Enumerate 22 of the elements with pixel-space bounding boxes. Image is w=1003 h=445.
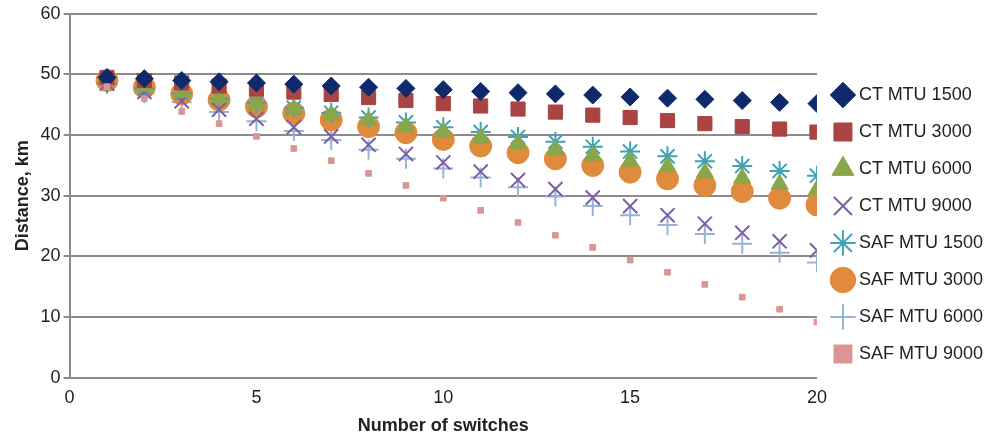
legend-label: CT MTU 3000 xyxy=(858,120,972,141)
x-tick-label: 15 xyxy=(620,386,641,407)
x-axis-title: Number of switches xyxy=(357,415,529,436)
y-tick-label: 40 xyxy=(40,124,61,145)
x-tick-label: 10 xyxy=(433,386,454,407)
x-tick-label: 0 xyxy=(64,386,75,407)
y-axis-title: Distance, km xyxy=(11,140,32,252)
y-tick-label: 0 xyxy=(50,366,61,387)
x-tick-label: 20 xyxy=(806,386,827,407)
legend-label: SAF MTU 6000 xyxy=(858,305,984,326)
y-tick-label: 30 xyxy=(40,184,61,205)
y-tick-label: 60 xyxy=(40,2,61,23)
legend-label: SAF MTU 3000 xyxy=(858,268,984,289)
legend-label: CT MTU 6000 xyxy=(858,157,972,178)
legend-label: CT MTU 9000 xyxy=(858,194,972,215)
y-tick-label: 20 xyxy=(40,245,61,266)
y-tick-label: 50 xyxy=(40,63,61,84)
legend-label: CT MTU 1500 xyxy=(858,83,972,104)
legend-label: SAF MTU 1500 xyxy=(858,231,984,252)
legend-label: SAF MTU 9000 xyxy=(858,342,984,363)
y-tick-label: 10 xyxy=(40,306,61,327)
x-tick-label: 5 xyxy=(251,386,262,407)
